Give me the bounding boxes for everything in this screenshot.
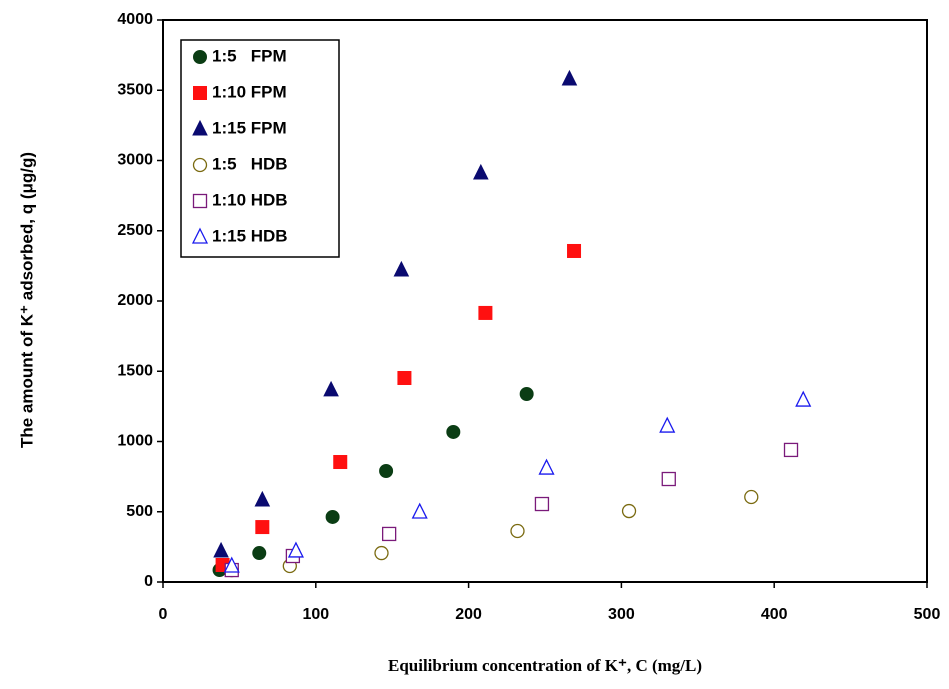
y-axis-label: The amount of K⁺ adsorbed, q (μg/g) [17, 152, 36, 448]
data-point [478, 305, 493, 320]
legend-marker [193, 86, 207, 100]
y-tick-label: 2500 [117, 222, 153, 239]
data-point [323, 380, 339, 397]
data-point [374, 545, 389, 561]
data-point [473, 163, 489, 180]
data-point [223, 556, 240, 573]
y-tick-label: 3000 [117, 152, 153, 169]
x-tick-label: 500 [914, 606, 941, 623]
data-point [795, 390, 812, 407]
data-point [744, 489, 759, 505]
data-point [254, 490, 271, 507]
y-tick-label: 0 [144, 573, 153, 590]
data-point [287, 541, 304, 558]
data-point [213, 541, 229, 558]
data-point [621, 503, 637, 519]
legend-label: 1:15 HDB [212, 226, 288, 245]
y-tick-label: 1000 [117, 433, 153, 450]
legend-marker [192, 193, 208, 209]
data-point [567, 243, 582, 258]
x-tick-label: 100 [302, 606, 329, 623]
legend-box [180, 39, 340, 258]
legend-marker [193, 50, 207, 64]
data-point [325, 509, 340, 524]
data-point [519, 387, 534, 402]
data-point [659, 416, 676, 433]
data-point [446, 424, 461, 439]
x-tick-label: 0 [159, 606, 168, 623]
legend-label: 1:5 HDB [212, 154, 288, 173]
data-point [255, 520, 270, 535]
data-point [252, 546, 267, 561]
data-point [561, 69, 578, 86]
data-point [534, 496, 550, 512]
legend-marker [192, 157, 208, 173]
y-tick-label: 500 [126, 503, 153, 520]
data-point [333, 455, 348, 470]
data-point [538, 458, 555, 475]
y-tick-label: 3500 [117, 81, 153, 98]
y-tick-label: 1500 [117, 362, 153, 379]
y-tick-label: 4000 [117, 11, 153, 28]
data-point [397, 370, 412, 385]
x-tick-label: 300 [608, 606, 635, 623]
data-point [661, 471, 676, 487]
legend-label: 1:10 FPM [212, 82, 287, 101]
data-point [393, 260, 410, 277]
data-point [381, 526, 397, 542]
data-point [783, 442, 799, 458]
x-axis-label: Equilibrium concentration of K⁺, C (mg/L… [388, 656, 702, 675]
x-tick-label: 200 [455, 606, 482, 623]
data-point [379, 464, 394, 479]
legend-label: 1:10 HDB [212, 190, 288, 209]
data-point [510, 523, 525, 539]
x-tick-label: 400 [761, 606, 788, 623]
data-point [411, 502, 428, 519]
y-tick-label: 2000 [117, 292, 153, 309]
legend-marker [191, 227, 209, 244]
legend-label: 1:15 FPM [212, 118, 287, 137]
legend-marker [192, 119, 208, 136]
legend-label: 1:5 FPM [212, 46, 287, 65]
